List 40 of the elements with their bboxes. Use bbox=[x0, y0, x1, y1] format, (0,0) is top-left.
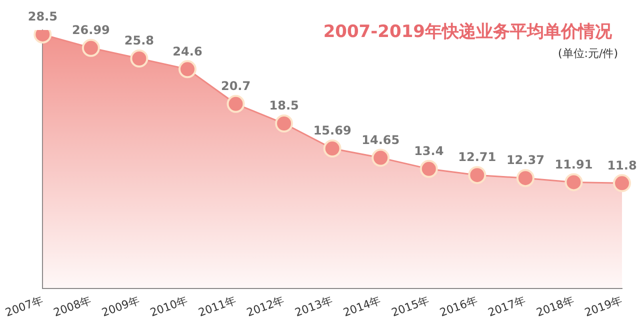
point bbox=[178, 60, 196, 78]
x-tick-label: 2018年 bbox=[534, 294, 576, 320]
data-label: 18.5 bbox=[269, 98, 299, 113]
data-label: 20.7 bbox=[220, 79, 251, 94]
x-tick-label: 2008年 bbox=[52, 294, 93, 320]
point bbox=[226, 94, 245, 113]
data-label: 24.6 bbox=[172, 44, 202, 58]
x-tick-label: 2007年 bbox=[4, 294, 45, 320]
data-label: 11.8 bbox=[607, 158, 637, 172]
x-tick-label: 2010年 bbox=[148, 294, 190, 320]
data-label: 12.37 bbox=[506, 153, 544, 168]
point bbox=[130, 50, 148, 68]
x-tick-label: 2011年 bbox=[196, 294, 238, 320]
x-tick-label: 2013年 bbox=[293, 294, 334, 320]
text: (单位:元/件) bbox=[558, 46, 618, 61]
point bbox=[468, 166, 486, 184]
data-label: 28.5 bbox=[28, 10, 58, 24]
data-label: 14.65 bbox=[362, 132, 400, 147]
chart-title: 2007-2019年快递业务平均单价情况 bbox=[323, 21, 612, 43]
x-tick-label: 2014年 bbox=[342, 294, 383, 320]
x-tick-label: 2017年 bbox=[486, 294, 528, 320]
x-tick-label: 2015年 bbox=[390, 294, 431, 320]
point bbox=[82, 38, 100, 57]
data-label: 25.8 bbox=[124, 34, 154, 48]
x-tick-label: 2019年 bbox=[582, 294, 624, 320]
x-tick-label: 2009年 bbox=[100, 294, 142, 320]
data-label: 11.91 bbox=[554, 157, 593, 172]
point bbox=[372, 148, 390, 167]
point bbox=[420, 160, 438, 178]
point bbox=[516, 169, 534, 188]
point bbox=[275, 114, 294, 133]
data-label: 13.4 bbox=[414, 144, 444, 158]
x-tick-label: 2012年 bbox=[244, 294, 286, 320]
x-tick-label: 2016年 bbox=[438, 294, 480, 320]
point bbox=[564, 173, 583, 192]
data-label: 15.69 bbox=[313, 124, 352, 138]
data-label: 26.99 bbox=[72, 23, 110, 38]
point bbox=[613, 174, 631, 192]
data-label: 12.71 bbox=[458, 150, 496, 164]
point bbox=[323, 140, 342, 158]
